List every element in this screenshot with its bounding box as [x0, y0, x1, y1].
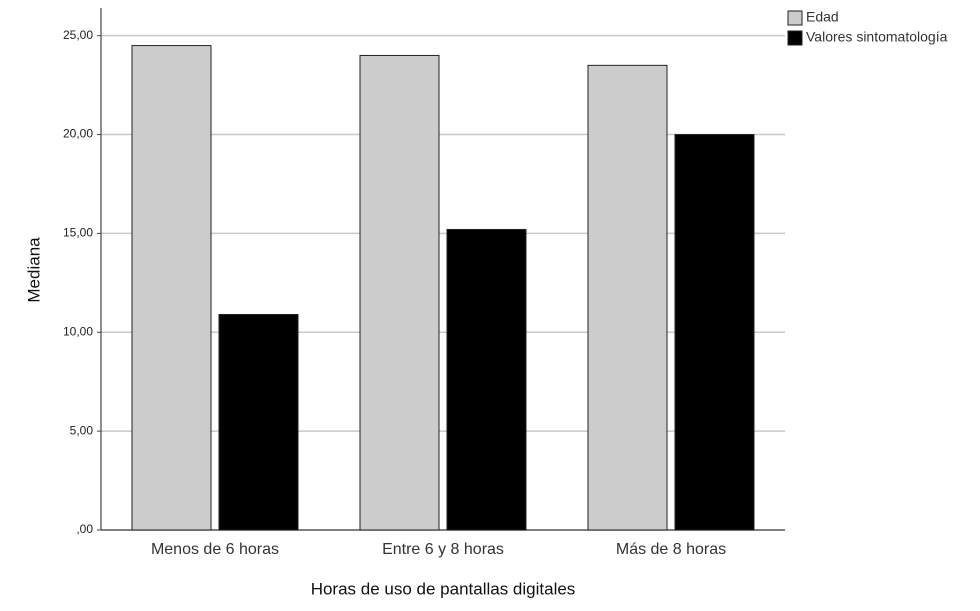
y-tick-label: 10,00: [63, 324, 93, 338]
y-tick-label: 25,00: [63, 28, 93, 42]
legend-swatch: [787, 30, 803, 46]
legend-swatch: [787, 10, 803, 26]
bar: [674, 134, 755, 531]
bar: [218, 313, 299, 531]
x-axis-label: Horas de uso de pantallas digitales: [311, 579, 576, 598]
y-tick-label: ,00: [76, 522, 93, 536]
x-tick-label: Menos de 6 horas: [151, 541, 279, 558]
bar: [359, 54, 440, 531]
y-tick-label: 5,00: [70, 423, 94, 437]
y-axis-label: Mediana: [24, 237, 43, 303]
legend-label: Edad: [806, 9, 839, 25]
y-tick-label: 20,00: [63, 127, 93, 141]
bar: [131, 45, 212, 531]
bar: [446, 228, 527, 531]
x-tick-label: Más de 8 horas: [616, 541, 726, 558]
x-tick-label: Entre 6 y 8 horas: [382, 541, 504, 558]
legend-label: Valores sintomatología: [806, 29, 948, 45]
bar: [587, 64, 668, 531]
y-tick-label: 15,00: [63, 226, 93, 240]
